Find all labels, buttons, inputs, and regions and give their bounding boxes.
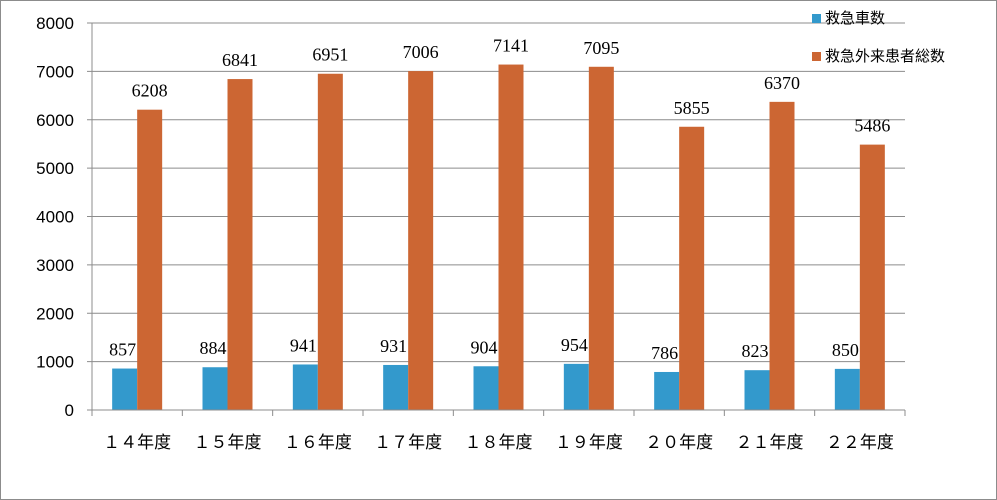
bar-outpatients <box>408 71 434 410</box>
data-labels: 857 6208 884 6841 941 6951 931 7006 904 7141 954 70… <box>109 36 890 363</box>
bar-ambulance <box>834 368 860 410</box>
data-label-outpatients: 7006 <box>403 42 439 62</box>
x-tick-label: ２２年度 <box>826 433 894 452</box>
bars <box>112 64 885 411</box>
data-label-ambulance: 786 <box>651 343 678 363</box>
bar-ambulance <box>383 364 409 410</box>
x-tick-label: １５年度 <box>194 433 262 452</box>
data-label-outpatients: 5855 <box>674 98 710 118</box>
bar-outpatients <box>769 101 795 410</box>
bar-outpatients <box>137 109 163 411</box>
x-tick-label: １６年度 <box>284 433 352 452</box>
data-label-outpatients: 6208 <box>132 81 168 101</box>
legend-swatch-outpatients <box>812 52 821 61</box>
bar-ambulance <box>112 368 138 410</box>
data-label-outpatients: 7095 <box>583 38 619 58</box>
bar-outpatients <box>317 73 343 411</box>
data-label-ambulance: 904 <box>471 337 498 357</box>
y-tick-label: 8000 <box>36 14 74 33</box>
bar-ambulance <box>202 367 228 410</box>
x-tick-label: １７年度 <box>374 433 442 452</box>
bar-ambulance <box>473 366 499 410</box>
data-label-ambulance: 884 <box>200 338 227 358</box>
data-label-ambulance: 857 <box>109 340 136 360</box>
legend-label-outpatients: 救急外来患者総数 <box>825 47 945 65</box>
data-label-ambulance: 931 <box>380 336 407 356</box>
x-tick-label: １９年度 <box>555 433 623 452</box>
bar-outpatients <box>859 144 885 410</box>
bar-ambulance <box>292 364 318 410</box>
x-tick-label: ２１年度 <box>736 433 804 452</box>
bar-outpatients <box>498 64 524 410</box>
y-tick-label: 3000 <box>36 256 74 275</box>
x-axis: １４年度 １５年度 １６年度 １７年度 １８年度 １９年度 ２０年度 ２１年度 ２２年度 <box>91 409 906 452</box>
bar-outpatients <box>227 79 253 411</box>
data-label-outpatients: 7141 <box>493 36 529 56</box>
data-label-ambulance: 941 <box>290 335 317 355</box>
data-label-outpatients: 5486 <box>854 116 890 136</box>
data-label-ambulance: 954 <box>561 335 588 355</box>
bar-ambulance <box>563 363 589 410</box>
y-axis: 0 1000 2000 3000 4000 5000 6000 7000 8000 <box>36 14 93 420</box>
x-tick-label: １４年度 <box>103 433 171 452</box>
bar-outpatients <box>679 126 705 410</box>
data-label-ambulance: 850 <box>832 340 859 360</box>
y-tick-label: 7000 <box>36 62 74 81</box>
legend-label-ambulance: 救急車数 <box>825 9 885 27</box>
bar-outpatients <box>588 66 614 411</box>
y-tick-label: 5000 <box>36 159 74 178</box>
bar-ambulance <box>654 371 680 410</box>
y-tick-label: 1000 <box>36 353 74 372</box>
y-tick-label: 0 <box>65 401 74 420</box>
data-label-outpatients: 6951 <box>312 45 348 65</box>
data-label-outpatients: 6841 <box>222 50 258 70</box>
y-tick-label: 4000 <box>36 208 74 227</box>
x-tick-label: ２０年度 <box>645 433 713 452</box>
y-tick-label: 2000 <box>36 304 74 323</box>
data-label-ambulance: 823 <box>742 341 769 361</box>
data-label-outpatients: 6370 <box>764 73 800 93</box>
bar-ambulance <box>744 370 770 410</box>
legend-swatch-ambulance <box>812 14 821 23</box>
y-tick-label: 6000 <box>36 111 74 130</box>
x-tick-label: １８年度 <box>465 433 533 452</box>
